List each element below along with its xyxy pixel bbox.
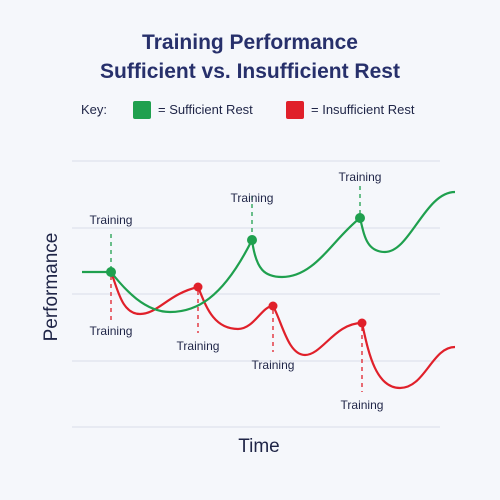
chart-title-line1: Training Performance: [142, 31, 358, 54]
training-point-insufficient-3: [268, 301, 278, 311]
annotation-label-sufficient-3: Training: [339, 170, 382, 184]
x-axis-label: Time: [238, 436, 280, 457]
annotation-label-sufficient-2: Training: [231, 191, 274, 205]
series-line-sufficient: [82, 190, 456, 314]
annotation-label-insufficient-2: Training: [177, 339, 220, 353]
legend: Key: = Sufficient Rest = Insufficient Re…: [0, 100, 500, 122]
gridlines: [72, 160, 440, 428]
legend-key-label: Key:: [81, 102, 108, 117]
series-line-insufficient: [109, 271, 456, 390]
annotation-label-sufficient-1: Training: [90, 213, 133, 227]
y-axis-label: Performance: [41, 233, 62, 342]
annotation-label-insufficient-3: Training: [252, 358, 295, 372]
legend-swatch-insufficient: [286, 101, 304, 119]
legend-label-insufficient: = Insufficient Rest: [311, 102, 415, 117]
training-point-sufficient-2: [247, 235, 257, 245]
training-point-sufficient-3: [355, 213, 365, 223]
legend-swatch-sufficient: [133, 101, 151, 119]
annotation-label-insufficient-4: Training: [341, 398, 384, 412]
training-points: [106, 213, 367, 328]
training-point-insufficient-4: [357, 318, 367, 328]
training-point-shared-1: [106, 267, 116, 277]
legend-label-sufficient: = Sufficient Rest: [158, 102, 253, 117]
training-point-insufficient-2: [193, 282, 203, 292]
annotation-connectors: [110, 186, 363, 392]
annotation-label-insufficient-1: Training: [90, 324, 133, 338]
chart-title-line2: Sufficient vs. Insufficient Rest: [100, 60, 400, 83]
